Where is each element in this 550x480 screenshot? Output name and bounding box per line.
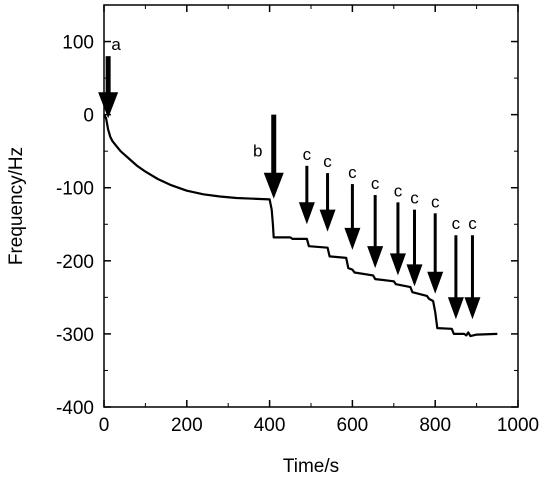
arrow-head bbox=[344, 227, 361, 250]
arrow-head bbox=[464, 297, 481, 320]
y-tick-label: -100 bbox=[56, 179, 94, 200]
x-tick-label: 400 bbox=[254, 415, 286, 436]
annotation-label-c: c bbox=[410, 189, 419, 208]
y-tick-label: -200 bbox=[56, 252, 94, 273]
annotation-arrow-c: c bbox=[298, 145, 315, 225]
annotation-arrow-c: c bbox=[406, 189, 423, 287]
annotation-label-a: a bbox=[111, 35, 121, 54]
x-tick-label: 0 bbox=[99, 415, 110, 436]
arrow-head bbox=[367, 246, 384, 269]
y-tick-label: 0 bbox=[83, 106, 94, 127]
annotation-label-b: b bbox=[253, 142, 262, 161]
annotation-arrow-c: c bbox=[447, 214, 464, 320]
series-line-0 bbox=[103, 114, 498, 338]
annotation-arrow-b: b bbox=[253, 114, 284, 199]
arrow-head bbox=[406, 264, 423, 287]
annotation-label-c: c bbox=[323, 152, 332, 171]
annotation-label-c: c bbox=[468, 214, 477, 233]
annotation-arrow-c: c bbox=[367, 174, 384, 269]
y-tick-label: -300 bbox=[56, 325, 94, 346]
annotation-arrow-a: a bbox=[98, 35, 121, 119]
arrow-head bbox=[263, 172, 284, 199]
annotation-arrow-c: c bbox=[389, 181, 406, 276]
series-layer bbox=[103, 114, 498, 338]
arrow-head bbox=[319, 209, 336, 232]
arrow-head bbox=[427, 271, 444, 294]
ticks-layer: 0 200 400 600 800 1000 -400 -300 -200 -100 0 100 bbox=[56, 5, 539, 436]
x-tick-label: 1000 bbox=[497, 415, 539, 436]
annotation-arrow-c: c bbox=[427, 192, 444, 294]
annotation-label-c: c bbox=[371, 174, 380, 193]
annotation-label-c: c bbox=[348, 163, 357, 182]
annotation-layer: ab c ccc c c cc c bbox=[98, 35, 481, 320]
annotation-arrow-c: c bbox=[319, 152, 336, 232]
y-axis-label: Frequency/Hz bbox=[6, 147, 27, 265]
annotation-label-c: c bbox=[394, 181, 403, 200]
x-axis-label: Time/s bbox=[283, 456, 339, 477]
annotation-label-c: c bbox=[303, 145, 312, 164]
y-tick-label: 100 bbox=[62, 33, 94, 54]
annotation-arrow-c: c bbox=[344, 163, 361, 250]
x-tick-label: 600 bbox=[337, 415, 369, 436]
x-tick-label: 200 bbox=[171, 415, 203, 436]
annotation-label-c: c bbox=[452, 214, 461, 233]
arrow-head bbox=[98, 92, 119, 119]
annotation-label-c: c bbox=[431, 192, 440, 211]
arrow-head bbox=[447, 297, 464, 320]
y-tick-label: -400 bbox=[56, 398, 94, 419]
arrow-head bbox=[298, 202, 315, 225]
arrow-head bbox=[389, 253, 406, 276]
annotation-arrow-c: c bbox=[464, 214, 481, 320]
x-tick-label: 800 bbox=[419, 415, 451, 436]
